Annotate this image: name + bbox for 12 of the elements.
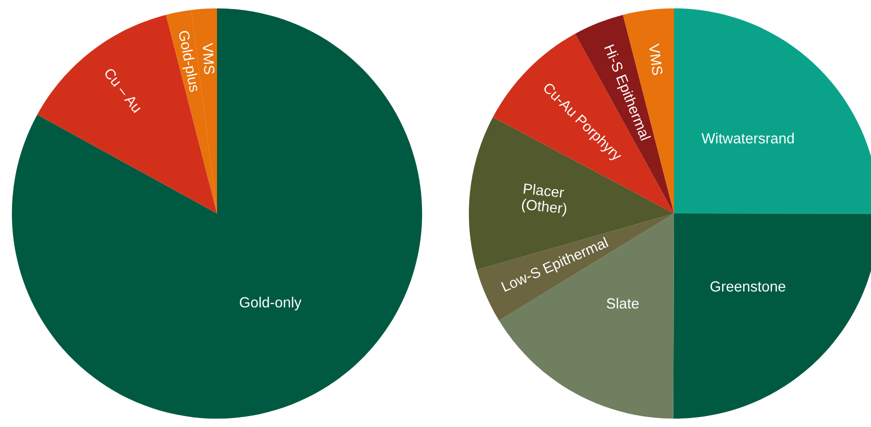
pie-slice bbox=[37, 14, 217, 214]
slice-label: Greenstone bbox=[710, 281, 786, 292]
slice-label: Gold-plus bbox=[176, 30, 200, 93]
slice-label: Slate bbox=[606, 298, 639, 309]
slice-label: Cu – Au bbox=[104, 67, 142, 114]
slice-label: VMS bbox=[648, 43, 663, 76]
slice-label: Witwatersrand bbox=[702, 132, 794, 144]
slice-label: VMS bbox=[202, 42, 215, 74]
pie-slice bbox=[166, 10, 217, 214]
pie-slice bbox=[12, 8, 422, 419]
slice-label: Gold-only bbox=[240, 296, 302, 310]
slice-label: Placer (Other) bbox=[521, 182, 567, 217]
